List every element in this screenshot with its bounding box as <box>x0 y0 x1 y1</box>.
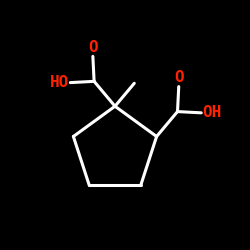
Text: HO: HO <box>50 75 69 90</box>
Text: O: O <box>174 70 184 85</box>
Text: O: O <box>88 40 98 55</box>
Text: OH: OH <box>202 105 222 120</box>
